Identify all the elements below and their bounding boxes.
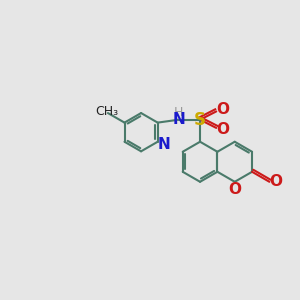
Text: O: O <box>228 182 241 197</box>
Text: S: S <box>194 111 206 129</box>
Text: O: O <box>216 102 229 117</box>
Text: CH₃: CH₃ <box>95 105 118 118</box>
Text: O: O <box>269 174 282 189</box>
Text: O: O <box>216 122 229 137</box>
Text: H: H <box>174 106 184 119</box>
Text: N: N <box>158 137 170 152</box>
Text: N: N <box>172 112 185 127</box>
